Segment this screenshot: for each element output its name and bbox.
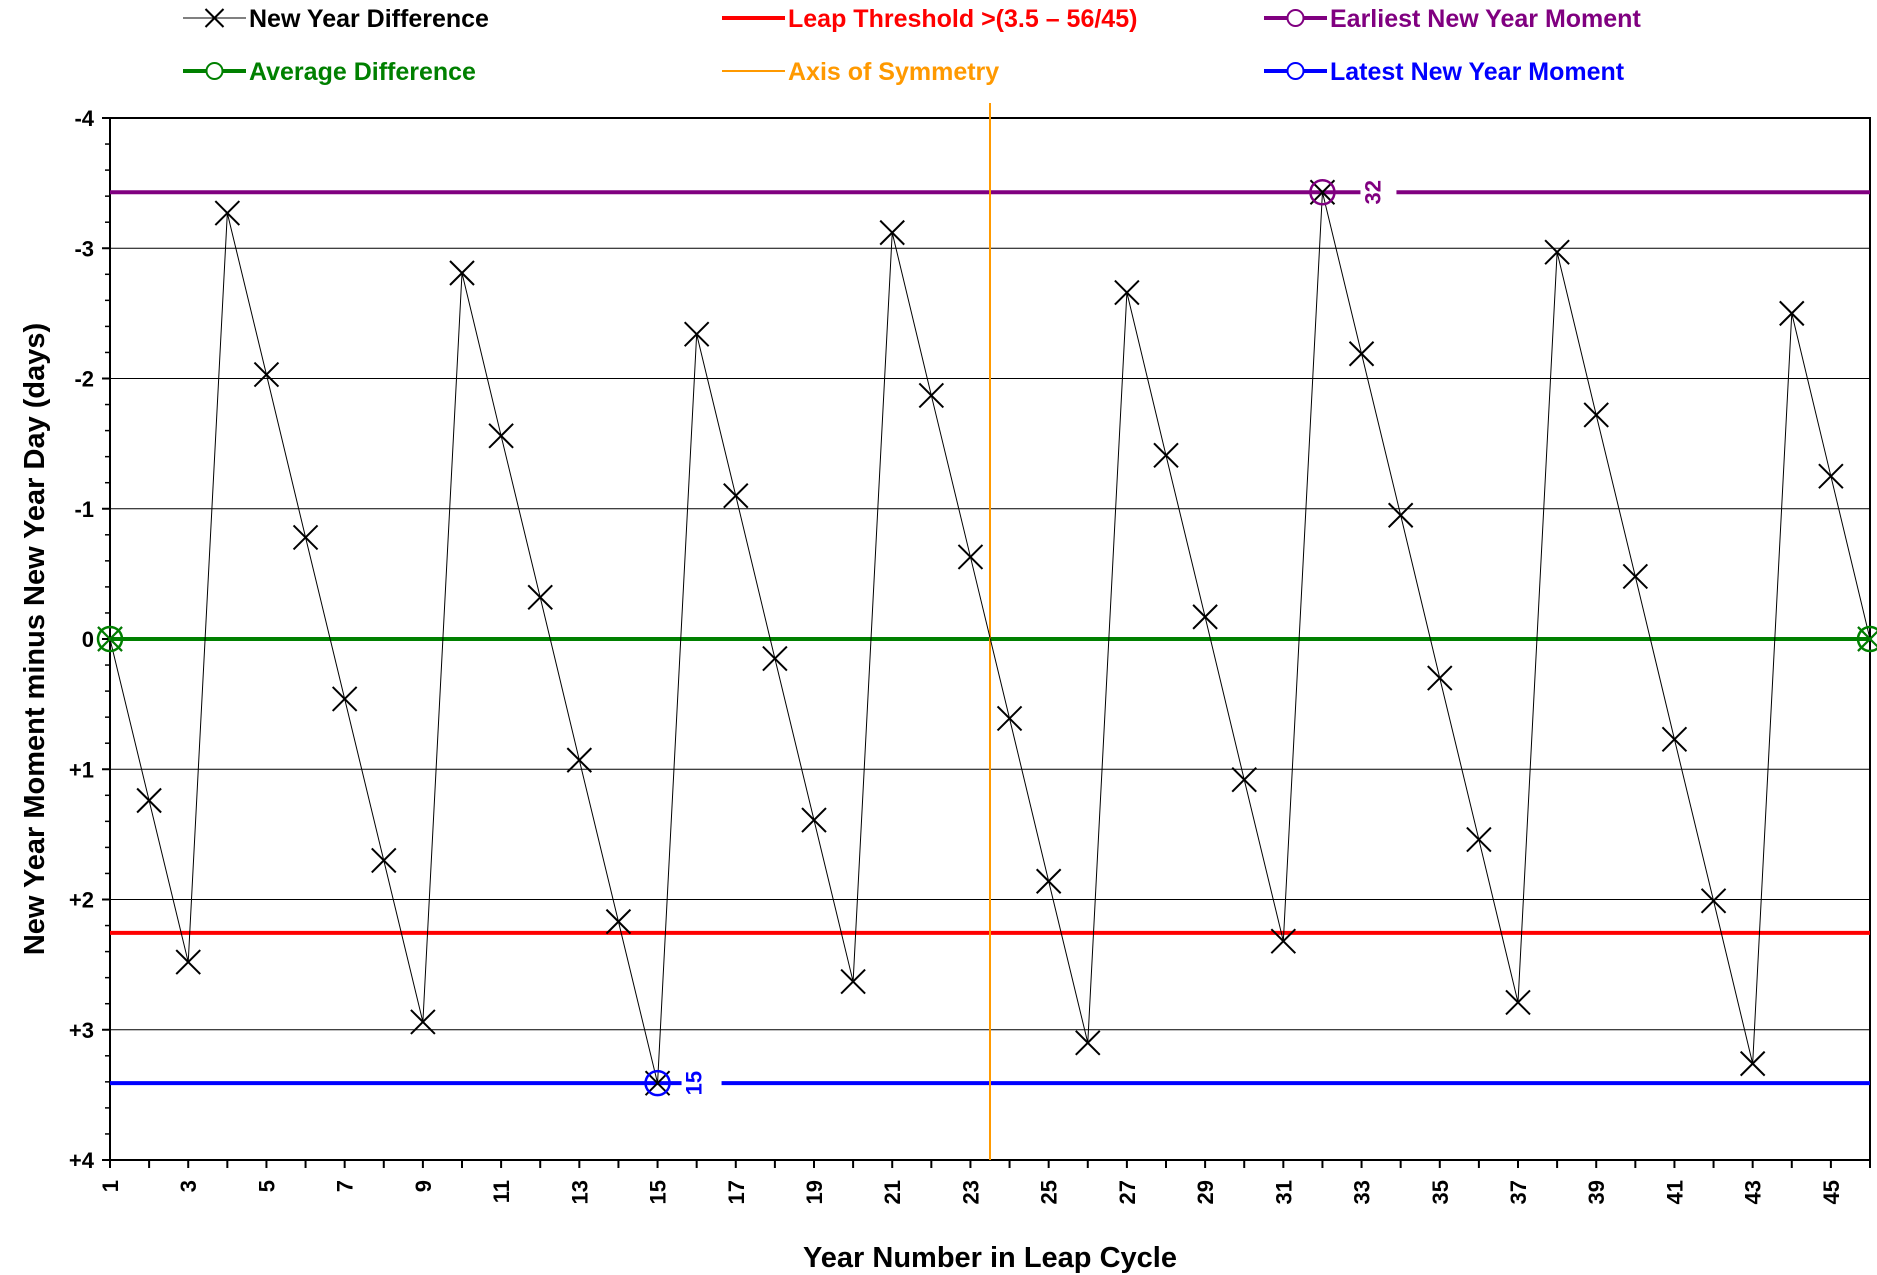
data-point [1702,889,1726,913]
data-point [763,647,787,671]
data-point [1819,464,1843,488]
legend-item: Latest New Year Moment [1264,58,1625,86]
y-tick-label: +2 [69,888,94,913]
latest-label: 15 [682,1071,707,1095]
y-tick-label: -2 [74,367,94,392]
earliest-label: 32 [1360,180,1385,204]
legend-marker [1288,63,1304,79]
x-tick-label: 41 [1662,1180,1687,1204]
data-point [919,383,943,407]
data-point [1584,403,1608,427]
x-tick-label: 19 [802,1180,827,1204]
legend-label: Leap Threshold >(3.5 – 56/45) [788,5,1137,33]
x-tick-label: 39 [1584,1180,1609,1204]
x-tick-label: 13 [567,1180,592,1204]
data-point [333,687,357,711]
y-axis: -4 -3 -2 -1 0 +1 +2 +3 +4 [69,106,110,1173]
data-point [1037,869,1061,893]
data-point [724,484,748,508]
y-axis-title: New Year Moment minus New Year Day (days… [19,323,51,955]
x-tick-label: 33 [1350,1180,1375,1204]
data-point [1350,342,1374,366]
x-tick-label: 3 [176,1180,201,1192]
x-tick-label: 21 [880,1180,905,1204]
x-tick-label: 1 [98,1180,123,1192]
y-tick-label: +3 [69,1018,94,1043]
data-point [254,363,278,387]
legend-label: Latest New Year Moment [1330,58,1625,86]
data-point [1154,443,1178,467]
x-tick-label: 25 [1037,1180,1062,1204]
x-tick-label: 27 [1115,1180,1140,1204]
data-point [1467,828,1491,852]
legend-item: Earliest New Year Moment [1264,5,1641,33]
x-axis-title: Year Number in Leap Cycle [803,1242,1177,1274]
legend-marker [207,63,223,79]
legend-item: Leap Threshold >(3.5 – 56/45) [722,5,1137,33]
data-point [294,525,318,549]
x-tick-label: 31 [1271,1180,1296,1204]
data-point [1428,666,1452,690]
x-tick-label: 37 [1506,1180,1531,1204]
data-point [489,424,513,448]
legend: New Year Difference Leap Threshold >(3.5 … [183,5,1641,86]
x-tick-label: 9 [411,1180,436,1192]
data-point [1662,727,1686,751]
legend-item: Average Difference [183,58,476,86]
x-tick-label: 29 [1193,1180,1218,1204]
data-point [528,585,552,609]
data-point [802,808,826,832]
y-tick-label: -3 [74,236,94,261]
legend-marker [1288,10,1304,26]
legend-item: New Year Difference [183,5,489,33]
data-point [567,748,591,772]
data-point [998,706,1022,730]
y-tick-label: +4 [69,1148,95,1173]
data-point [372,848,396,872]
legend-label: Average Difference [249,58,476,86]
x-tick-label: 43 [1741,1180,1766,1204]
x-tick-label: 5 [254,1180,279,1192]
data-point [606,910,630,934]
y-tick-label: -4 [74,106,94,131]
data-point [137,789,161,813]
x-tick-label: 23 [958,1180,983,1204]
x-axis: 1 3 5 7 9 11 13 15 17 19 21 23 25 27 29 31 33 35 37 39 41 43 4… [98,1160,1870,1204]
x-tick-label: 11 [489,1180,514,1203]
x-tick-label: 17 [724,1180,749,1204]
data-point [1389,503,1413,527]
reference-lines [110,103,1870,1160]
data-point [1232,768,1256,792]
x-tick-label: 35 [1428,1180,1453,1204]
x-tick-label: 15 [646,1180,671,1204]
data-point [1623,564,1647,588]
data-point [1193,605,1217,629]
x-tick-label: 45 [1819,1180,1844,1204]
legend-label: Axis of Symmetry [788,58,999,86]
legend-label: New Year Difference [249,5,489,33]
y-tick-label: 0 [82,627,94,652]
data-point [958,545,982,569]
legend-item: Axis of Symmetry [722,58,999,86]
legend-label: Earliest New Year Moment [1330,5,1641,33]
x-tick-label: 7 [333,1180,358,1192]
y-tick-label: +1 [69,757,94,782]
y-tick-label: -1 [74,497,94,522]
